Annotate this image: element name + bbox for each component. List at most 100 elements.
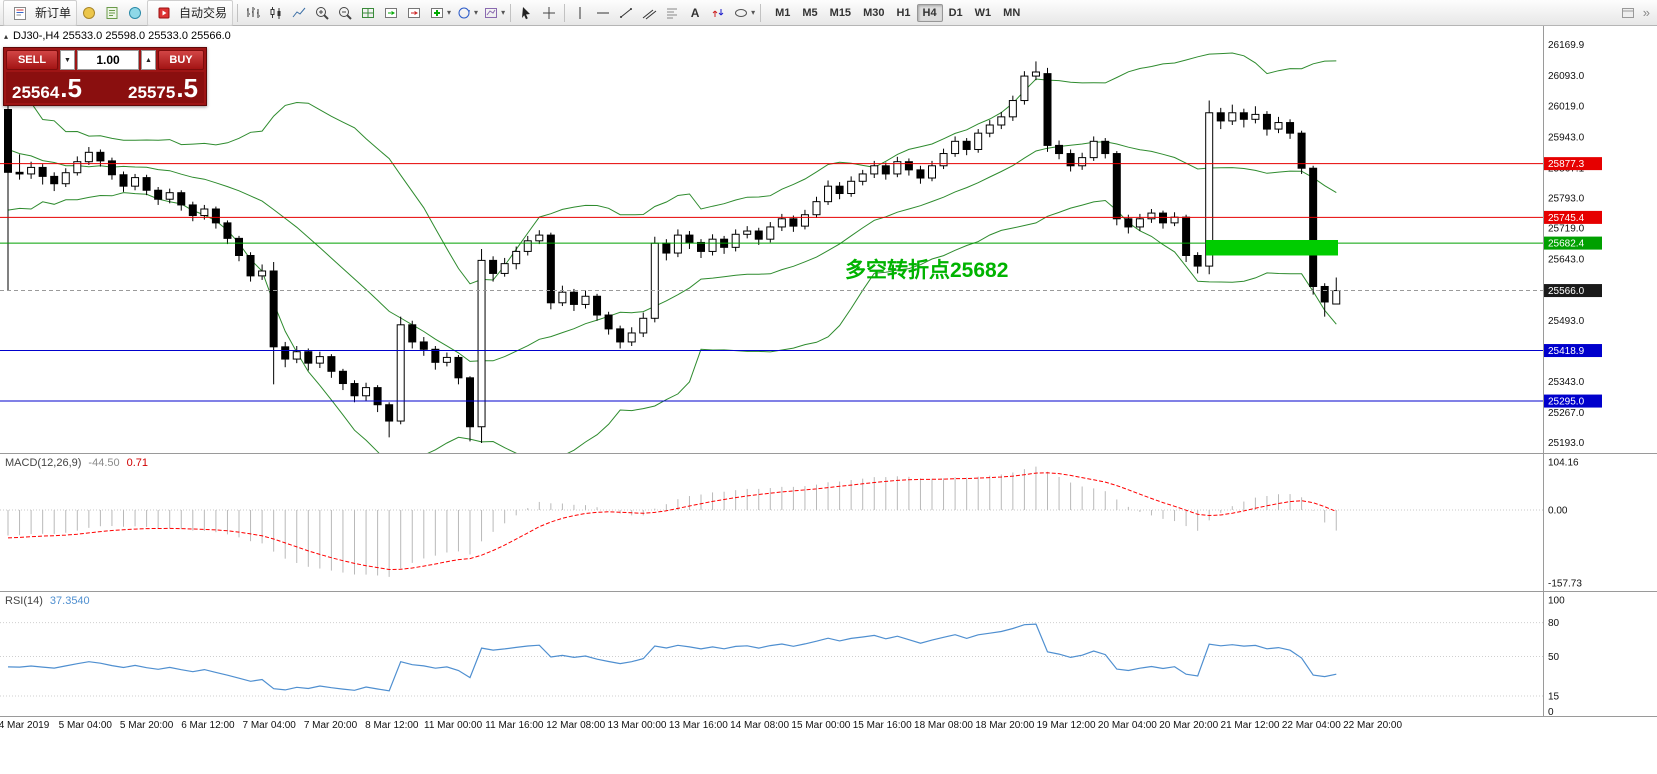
toolbar-overflow-chevron[interactable]: » [1642,5,1650,20]
timeframe-button-M30[interactable]: M30 [863,6,885,19]
trendline-tool-icon[interactable] [615,3,637,23]
cursor-icon[interactable] [515,3,537,23]
candle-body [604,314,613,330]
time-tick-label: 8 Mar 12:00 [365,720,419,731]
price-axis[interactable]: 26169.926093.026019.025943.025867.125793… [1544,40,1602,718]
candle-body [812,201,821,216]
candle-body [315,356,324,364]
fibonacci-tool-icon[interactable] [661,3,683,23]
candle-body [800,214,809,227]
timeframe-button-MN[interactable]: MN [1003,6,1021,19]
timeframe-bar: M1 M5 M15 M30 H1 H4 D1 W1 MN [769,3,1026,22]
bollinger-middle-band [7,141,1337,362]
line-chart-icon[interactable] [288,3,310,23]
symbol-ohlc-text: DJ30-,H4 25533.0 25598.0 25533.0 25566.0 [13,30,231,42]
arrows-tool-icon[interactable] [707,3,729,23]
candle-body [396,324,405,422]
time-tick-label: 15 Mar 16:00 [853,720,912,731]
volume-increase-button[interactable]: ▲ [141,50,156,70]
templates-dropdown-caret[interactable]: ▾ [501,8,506,17]
axis-price-flag [1544,210,1602,224]
price-tick-label: 26093.0 [1548,71,1585,82]
chart-canvas[interactable]: 多空转折点25682 26169.9 26093.0 26019.0 25943.0 25… [0,26,1657,774]
toolbar-window-icon[interactable] [1617,3,1639,23]
macd-value: -44.50 [88,457,120,469]
timeframe-button-D1[interactable]: D1 [948,6,963,19]
candle-body [997,116,1006,126]
vertical-line-tool-icon[interactable] [569,3,591,23]
candle-body [84,151,93,163]
candle-body [1147,212,1156,220]
candle-body [650,242,659,319]
candlestick-chart-icon[interactable] [265,3,287,23]
scripts-icon[interactable] [101,3,123,23]
mql-community-icon[interactable] [78,3,100,23]
candle-body [1112,153,1121,220]
price-tick-label: 26169.9 [1548,40,1585,51]
candle-body [154,189,163,200]
candle-body [639,317,648,334]
auto-trading-button[interactable]: 自动交易 [147,0,234,26]
sell-button[interactable]: SELL [6,50,58,70]
axis-price-flag-text: 25745.4 [1548,213,1585,224]
time-tick-label: 7 Mar 04:00 [243,720,297,731]
axis-price-flag [1544,236,1602,250]
timeframe-button-H4[interactable]: H4 [916,3,943,22]
axis-price-flag-text: 25295.0 [1548,397,1585,408]
macd-signal-value: 0.71 [126,457,149,469]
time-tick-label: 21 Mar 12:00 [1221,720,1280,731]
candle-body [662,242,671,254]
auto-trading-icon [153,3,175,23]
axis-price-flag-text: 25877.3 [1548,159,1585,170]
macd-layer [0,466,1543,577]
timeframe-button-H1[interactable]: H1 [896,6,911,19]
candle-body [1297,132,1306,169]
annotation-text[interactable]: 多空转折点25682 [845,258,1008,282]
zoom-in-icon[interactable] [311,3,333,23]
time-axis[interactable]: 4 Mar 2019 5 Mar 04:00 5 Mar 20:00 6 Mar 12… [0,720,1402,731]
timeframe-button-W1[interactable]: W1 [974,6,992,19]
timeframe-button-M5[interactable]: M5 [802,6,818,19]
auto-scroll-icon[interactable] [380,3,402,23]
tile-windows-icon[interactable] [357,3,379,23]
buy-price[interactable]: 25575 .5 [128,75,198,101]
shapes-dropdown-caret[interactable]: ▾ [751,8,756,17]
bar-chart-icon[interactable] [242,3,264,23]
crosshair-icon[interactable] [538,3,560,23]
periods-icon[interactable] [453,3,475,23]
indicators-dropdown-caret[interactable]: ▾ [447,8,452,17]
templates-icon[interactable] [480,3,502,23]
timeframe-button-M1[interactable]: M1 [775,6,791,19]
chart-shift-icon[interactable] [403,3,425,23]
turning-point-zone[interactable] [1206,239,1338,256]
buy-button[interactable]: BUY [158,50,204,70]
channel-tool-icon[interactable] [638,3,660,23]
macd-axis-label: 0.00 [1548,506,1568,517]
candle-body [4,109,12,173]
volume-input[interactable]: 1.00 [77,50,139,70]
candle-body [974,132,983,150]
time-tick-label: 20 Mar 04:00 [1098,720,1157,731]
periods-dropdown-caret[interactable]: ▾ [474,8,479,17]
text-tool-icon[interactable]: A [684,3,706,23]
volume-decrease-button[interactable]: ▼ [60,50,75,70]
rsi-title-line: RSI(14) 37.3540 [5,595,90,607]
candle-body [1262,113,1271,130]
candle-body [269,270,278,348]
indicators-icon[interactable] [426,3,448,23]
shapes-tool-icon[interactable] [730,3,752,23]
zoom-out-icon[interactable] [334,3,356,23]
buy-price-main: 25575 [128,83,176,102]
market-icon[interactable] [124,3,146,23]
timeframe-button-M15[interactable]: M15 [829,6,852,19]
candle-body [292,351,301,360]
new-order-button[interactable]: 新订单 [3,0,78,26]
macd-signal-line [7,472,1337,571]
sell-price[interactable]: 25564 .5 [12,75,82,101]
candle-body [50,175,59,185]
horizontal-line-tool-icon[interactable] [592,3,614,23]
price-tick-label: 25193.0 [1548,438,1585,449]
candle-body [928,165,936,179]
candle-body [581,295,590,305]
candle-body [1182,216,1191,256]
